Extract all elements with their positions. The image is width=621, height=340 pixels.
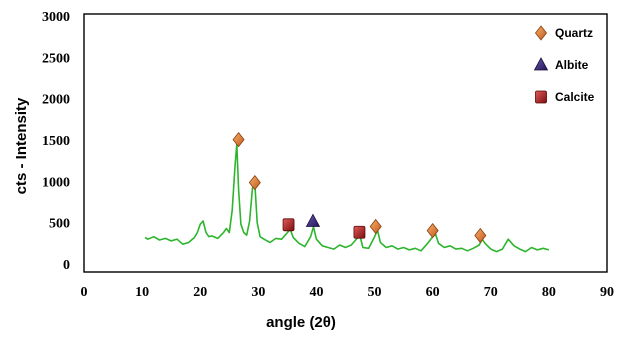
legend: Quartz Albite Calcite	[533, 25, 595, 104]
x-tick-label: 60	[426, 285, 440, 300]
quartz-peak-marker	[369, 218, 382, 235]
y-tick-label: 2000	[42, 93, 70, 108]
y-axis-title: cts - Intensity	[13, 97, 30, 194]
x-tick-label: 80	[542, 285, 556, 300]
y-tick-label: 1500	[42, 134, 70, 149]
albite-peak-marker	[305, 213, 321, 227]
legend-label-quartz: Quartz	[555, 26, 593, 40]
albite-legend-marker	[533, 57, 549, 71]
y-tick-label: 3000	[42, 10, 70, 25]
peak-markers	[232, 132, 487, 244]
legend-label-calcite: Calcite	[555, 90, 595, 104]
x-tick-label: 70	[484, 285, 498, 300]
quartz-peak-marker	[426, 222, 439, 239]
x-tick-label: 40	[309, 285, 323, 300]
series-line	[144, 143, 550, 253]
x-tick-label: 10	[135, 285, 149, 300]
plot-frame	[83, 13, 608, 273]
x-tick-label: 20	[193, 285, 207, 300]
y-tick-labels: 0 500 1000 1500 2000 2500 3000	[42, 10, 70, 273]
quartz-legend-marker	[534, 25, 548, 41]
series-group	[144, 143, 550, 253]
y-tick-label: 500	[49, 217, 70, 232]
x-tick-labels: 0 10 20 30 40 50 60 70 80 90	[81, 285, 615, 300]
x-tick-label: 0	[81, 285, 88, 300]
calcite-peak-marker	[353, 225, 366, 239]
y-tick-label: 0	[63, 258, 70, 273]
calcite-legend-marker	[535, 90, 547, 104]
x-tick-label: 30	[251, 285, 265, 300]
quartz-peak-marker	[248, 174, 261, 191]
legend-label-albite: Albite	[555, 58, 589, 72]
x-tick-label: 90	[600, 285, 614, 300]
x-tick-label: 50	[368, 285, 382, 300]
quartz-peak-marker	[232, 132, 245, 148]
y-tick-label: 2500	[42, 51, 70, 66]
x-axis-title: angle (2θ)	[266, 314, 336, 331]
quartz-peak-marker	[474, 227, 487, 244]
calcite-peak-marker	[282, 218, 295, 232]
y-tick-label: 1000	[42, 175, 70, 190]
